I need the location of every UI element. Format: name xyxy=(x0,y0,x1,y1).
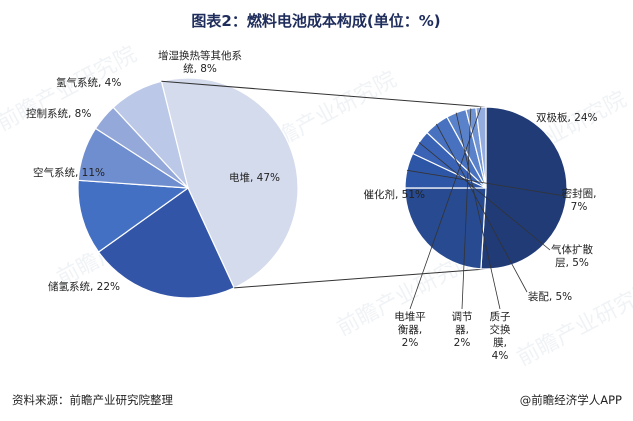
brand-credit: @前瞻经济学人APP xyxy=(520,393,622,407)
stack-cost-slice-1 xyxy=(404,187,487,270)
fuel-cell-cost-slice-2 xyxy=(77,179,190,253)
label-catalyst: 催化剂, 51% xyxy=(363,188,425,201)
source-note: 资料来源：前瞻产业研究院整理 xyxy=(12,393,173,407)
chart-title: 图表2：燃料电池成本构成(单位：%) xyxy=(191,12,440,30)
label-control-system: 控制系统, 8% xyxy=(26,107,91,120)
fuel-cell-cost-slice-5 xyxy=(112,80,189,189)
label-stack: 电堆, 47% xyxy=(229,171,280,184)
label-h2-system: 氢气系统, 4% xyxy=(56,76,121,89)
label-air-system: 空气系统, 11% xyxy=(33,166,105,179)
connector-bottom xyxy=(234,268,487,289)
label-assembly: 装配, 5% xyxy=(528,290,572,303)
label-stack-balance: 电堆平衡器, 2% xyxy=(394,310,426,349)
stack-cost-slice-0 xyxy=(480,106,568,270)
label-bipolar-plate: 双极板, 24% xyxy=(536,111,598,124)
leader-gdl xyxy=(418,142,551,251)
fuel-cell-pie xyxy=(77,77,299,299)
label-gdl: 气体扩散层, 5% xyxy=(551,243,593,269)
stack-pie xyxy=(404,106,568,270)
label-h2-storage: 储氢系统, 22% xyxy=(48,280,120,293)
leader-pem xyxy=(455,112,501,310)
leader-stack-balance xyxy=(409,107,482,310)
fuel-cell-cost-slice-1 xyxy=(97,187,235,299)
fuel-cell-cost-slice-0 xyxy=(160,77,299,289)
label-regulator: 调节器, 2% xyxy=(452,311,473,349)
leader-assembly xyxy=(436,123,528,293)
connector-top xyxy=(161,80,487,108)
connector-lines xyxy=(161,80,487,289)
leader-regulator xyxy=(461,108,472,310)
label-seal: 密封圈, 7% xyxy=(562,187,597,213)
label-other-systems: 增湿换热等其他系统, 8% xyxy=(158,49,242,75)
slice-labels: 电堆, 47% 储氢系统, 22% 空气系统, 11% 控制系统, 8% 氢气系统, 4… xyxy=(26,49,598,362)
leader-seal xyxy=(406,169,566,197)
label-pem: 质子交换膜, 4% xyxy=(490,311,511,362)
